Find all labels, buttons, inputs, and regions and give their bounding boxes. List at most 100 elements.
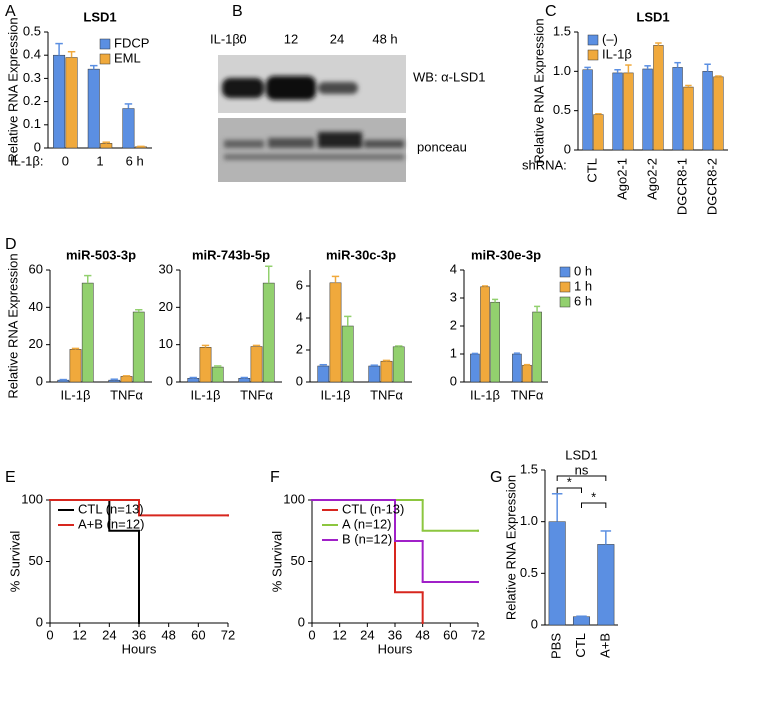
y-tick-label: 20 (159, 299, 173, 314)
y-tick-label: 100 (21, 491, 43, 506)
x-tick-label: 60 (443, 627, 457, 642)
bar (81, 282, 94, 383)
y-tick-label: 1.0 (520, 513, 538, 528)
chart: G LSD1 Relative RNA Expression 0 0.5 1.0 1.5 PB… (490, 447, 618, 659)
y-tick-label: 1 (450, 345, 457, 360)
error-bar (110, 378, 118, 381)
x-tick-label: DGCR8-1 (674, 158, 689, 215)
error-bar (523, 363, 531, 366)
x-axis-label: Hours (378, 641, 413, 656)
bar (368, 365, 381, 383)
legend-label: (–) (602, 31, 618, 46)
bar (490, 301, 500, 383)
x-tick-label: 6 h (126, 153, 144, 168)
legend-label: FDCP (114, 35, 149, 50)
y-tick-label: 0.2 (23, 93, 41, 108)
bar (120, 376, 133, 383)
bar (612, 72, 623, 151)
error-bar (189, 376, 197, 379)
y-tick-label: 100 (283, 491, 305, 506)
y-tick-label: 20 (29, 336, 43, 351)
lane-label: 24 (330, 31, 344, 46)
error-bar (344, 315, 352, 326)
legend-label: IL-1β (602, 46, 632, 61)
bar (572, 616, 591, 626)
bar (593, 114, 604, 151)
legend-label: A (n=12) (342, 516, 392, 531)
y-tick-label: 0 (531, 616, 538, 631)
blot-row-label: ponceau (417, 139, 467, 154)
error-bar (595, 113, 602, 115)
legend-label: 1 h (574, 278, 592, 293)
error-bar (214, 365, 222, 368)
panel-letter: D (5, 236, 17, 253)
y-axis-label: Relative RNA Expression (503, 475, 518, 620)
x-tick-label: TNFα (370, 387, 403, 402)
y-tick-label: 1.0 (553, 63, 571, 78)
panel-letter: G (490, 469, 502, 486)
bar (623, 72, 634, 151)
legend-label: A+B (n=12) (78, 516, 145, 531)
y-tick-label: 0.3 (23, 70, 41, 85)
lane-label: 12 (284, 31, 298, 46)
error-bar (370, 364, 378, 366)
x-tick-label: 24 (102, 627, 116, 642)
x-tick-label: 48 (415, 627, 429, 642)
error-bar (600, 530, 612, 545)
lane-label: 0 (239, 31, 246, 46)
bar (57, 379, 70, 383)
legend-swatch (99, 53, 111, 65)
y-tick-label: 4 (450, 261, 457, 276)
x-tick-label: 72 (221, 627, 235, 642)
bar (548, 521, 566, 626)
chart: E % Survival 0 50 100 0 12 24 36 48 60 72 Hours CTL (… (5, 469, 235, 656)
y-tick-label: 2 (296, 341, 303, 356)
x-tick-label: PBS (549, 633, 564, 659)
bar (100, 143, 113, 149)
legend-swatch (559, 296, 571, 308)
y-tick-label: 2 (450, 317, 457, 332)
error-bar (90, 64, 98, 70)
error-bar (625, 64, 632, 73)
error-bar (382, 359, 391, 362)
y-axis-label: % Survival (269, 531, 284, 593)
bar (199, 347, 212, 383)
bar (341, 325, 354, 383)
x-tick-label: IL-1β (470, 387, 500, 402)
error-bar (55, 42, 63, 56)
blot-label: IL-1β: (210, 31, 244, 46)
x-tick-label: TNFα (240, 387, 273, 402)
chart: F % Survival 0 50 100 0 12 24 36 48 60 72 Hours CTL (… (269, 469, 485, 656)
y-tick-label: 0 (296, 373, 303, 388)
legend-swatch (559, 281, 571, 293)
bar (642, 68, 653, 151)
y-tick-label: 6 (296, 277, 303, 292)
x-tick-label: 0 (46, 627, 53, 642)
error-bar (614, 69, 621, 73)
annotation: ns (575, 462, 589, 477)
chart: C LSD1 Relative RNA Expression 0 0.5 1.0 1.5 CT… (522, 3, 728, 215)
error-bar (685, 84, 692, 88)
error-bar (265, 265, 273, 284)
legend-label: CTL (n=13) (78, 501, 144, 516)
annotation: * (567, 474, 572, 489)
y-tick-label: 10 (159, 336, 173, 351)
chart-title: miR-743b-5p (192, 247, 270, 262)
error-bar (704, 63, 711, 72)
y-axis-label: Relative RNA Expression (5, 17, 20, 162)
lane-label: 48 h (372, 31, 397, 46)
error-bar (102, 141, 110, 144)
legend-label: 0 h (574, 263, 592, 278)
error-bar (122, 375, 131, 377)
error-bar (471, 352, 478, 355)
bar (132, 311, 145, 383)
y-tick-label: 0.1 (23, 116, 41, 131)
significance-bracket (556, 475, 607, 481)
chart: miR-743b-5p 0 10 20 30 IL-1β TNFα (159, 247, 282, 402)
bar (87, 68, 100, 149)
legend-label: 6 h (574, 293, 592, 308)
bar (329, 282, 342, 383)
y-tick-label: 0.5 (23, 23, 41, 38)
x-tick-label: 60 (191, 627, 205, 642)
